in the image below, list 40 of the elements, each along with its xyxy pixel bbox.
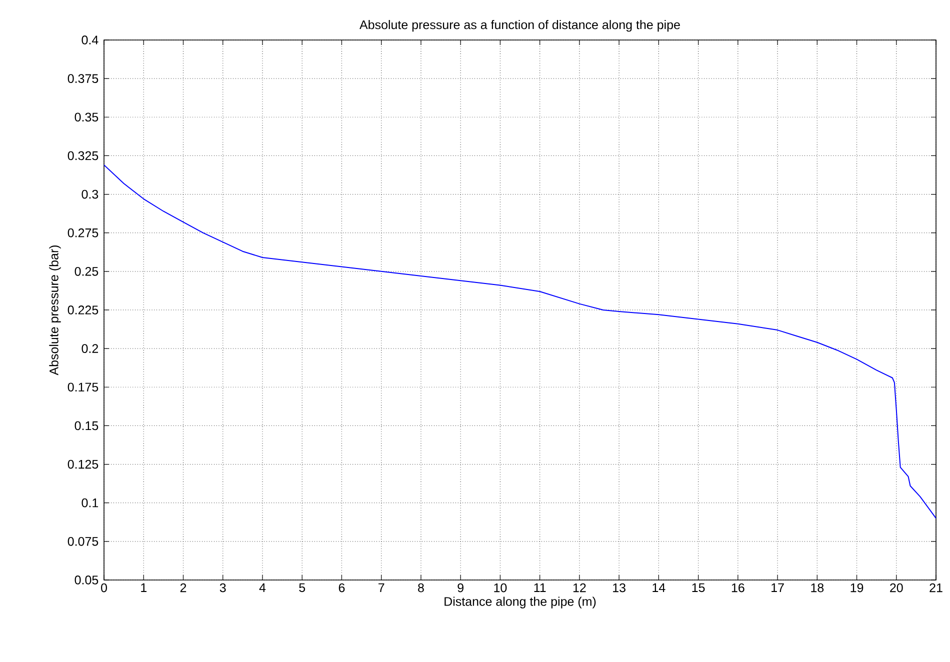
x-tick-label: 3 — [220, 583, 226, 592]
x-tick-label: 7 — [378, 583, 384, 592]
y-tick-label: 0.3 — [82, 190, 98, 199]
y-tick-label: 0.4 — [82, 36, 98, 44]
x-tick-label: 5 — [299, 583, 306, 592]
x-tick-label: 11 — [534, 583, 546, 592]
y-tick-label: 0.15 — [74, 421, 98, 430]
x-tick-label: 1 — [141, 583, 146, 592]
x-tick-label: 18 — [811, 583, 824, 592]
x-tick-label: 8 — [418, 583, 424, 592]
y-tick-label: 0.175 — [68, 382, 98, 392]
x-tick-label: 19 — [850, 583, 864, 592]
x-tick-label: 14 — [652, 583, 666, 592]
x-tick-label: 0 — [101, 583, 107, 592]
x-tick-label: 2 — [180, 583, 186, 592]
y-tick-label: 0.1 — [82, 498, 98, 508]
x-tick-label: 15 — [692, 583, 705, 592]
x-tick-label: 9 — [458, 583, 464, 592]
y-tick-label: 0.25 — [74, 266, 98, 276]
y-axis-title: Absolute pressure (bar) — [49, 245, 61, 376]
x-tick-label: 20 — [890, 583, 903, 592]
y-tick-label: 0.2 — [82, 344, 98, 353]
x-axis-title: Distance along the pipe (m) — [444, 596, 596, 608]
x-tick-label: 21 — [930, 583, 942, 592]
y-tick-label: 0.05 — [74, 576, 98, 584]
y-tick-label: 0.225 — [68, 306, 98, 314]
y-tick-label: 0.075 — [68, 536, 98, 546]
chart-title: Absolute pressure as a function of distance along the pipe — [360, 20, 680, 32]
x-tick-label: 16 — [732, 583, 744, 592]
y-tick-label: 0.35 — [74, 112, 98, 122]
x-tick-label: 4 — [259, 583, 266, 592]
y-tick-label: 0.325 — [68, 151, 98, 160]
y-tick-label: 0.375 — [68, 74, 98, 83]
y-tick-label: 0.125 — [68, 460, 98, 469]
x-tick-label: 13 — [613, 583, 626, 592]
y-tick-label: 0.275 — [68, 228, 98, 238]
x-tick-label: 6 — [338, 583, 345, 592]
x-tick-label: 10 — [494, 583, 507, 592]
x-tick-label: 17 — [772, 583, 784, 592]
x-tick-label: 12 — [573, 583, 586, 592]
